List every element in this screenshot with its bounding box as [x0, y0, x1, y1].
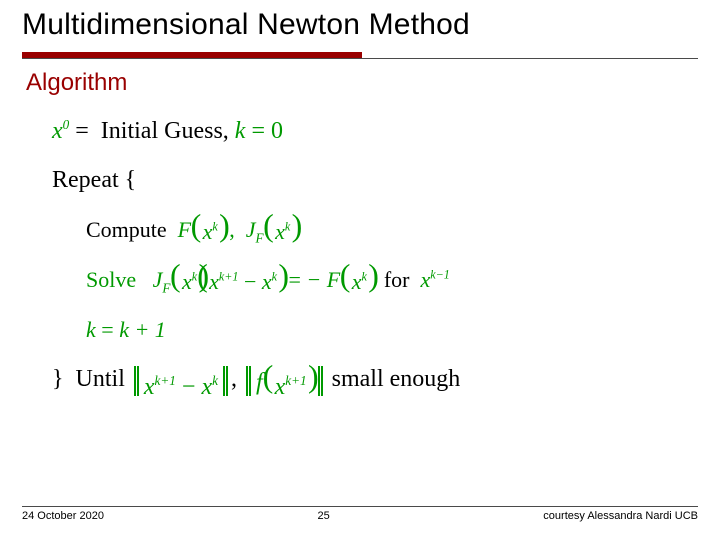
- paren-negF: xk: [346, 265, 373, 299]
- footer-row: 24 October 2020 25 courtesy Alessandra N…: [22, 510, 698, 522]
- loop-body: Compute F xk , JF xk Solve JF xkxk+1 − x…: [86, 213, 698, 347]
- algorithm-body: x0 = Initial Guess, k = 0 Repeat { Compu…: [52, 113, 698, 399]
- k-lhs: k: [86, 317, 96, 342]
- title-rule-thin: [22, 58, 698, 59]
- paren-fxk1: xk+1: [269, 366, 313, 402]
- initial-guess-line: x0 = Initial Guess, k = 0: [52, 113, 698, 150]
- k-sup: k: [212, 220, 217, 234]
- x-var: x: [52, 118, 63, 144]
- x-inside2: x: [275, 219, 285, 244]
- k-sup2: k: [285, 220, 290, 234]
- paren-delta: xk+1 − xk: [203, 265, 283, 299]
- for-label: for: [384, 267, 410, 292]
- page-title: Multidimensional Newton Method: [22, 8, 698, 42]
- increment-line: k = k + 1: [86, 313, 698, 347]
- k-var: k: [235, 118, 246, 144]
- x-inside: x: [203, 219, 213, 244]
- footer-page: 25: [318, 510, 330, 522]
- paren-Fxk: xk: [197, 215, 224, 249]
- footer-rule: [22, 506, 698, 507]
- compute-line: Compute F xk , JF xk: [86, 213, 698, 249]
- negF: − F: [306, 267, 340, 292]
- repeat-label: Repeat {: [52, 162, 698, 199]
- norm-f: f xk+1: [249, 366, 320, 396]
- eq-sign: =: [75, 118, 89, 144]
- J-sym: J: [246, 217, 256, 242]
- until-line: } Until xk+1 − xk , f xk+1 small enough: [52, 361, 698, 398]
- paren-Jxk: xk: [269, 215, 296, 249]
- until-label: Until: [76, 366, 125, 392]
- eq2: =: [289, 267, 301, 292]
- compute-label: Compute: [86, 217, 167, 242]
- subtitle: Algorithm: [26, 69, 698, 97]
- small-enough: small enough: [332, 366, 461, 392]
- slide: Multidimensional Newton Method Algorithm…: [0, 0, 720, 540]
- footer: 24 October 2020 25 courtesy Alessandra N…: [22, 506, 698, 522]
- footer-credit: courtesy Alessandra Nardi UCB: [543, 510, 698, 522]
- F-sym: F: [178, 217, 191, 242]
- k-rhs: k + 1: [119, 317, 166, 342]
- comma: ,: [229, 217, 235, 242]
- until-comma: ,: [231, 366, 237, 392]
- initial-guess-text: Initial Guess,: [101, 118, 229, 144]
- solve-line: Solve JF xkxk+1 − xk = − F xk for xk−1: [86, 263, 698, 299]
- J-sym2: J: [153, 267, 163, 292]
- f-sym: f: [256, 369, 263, 395]
- solve-label: Solve: [86, 267, 136, 292]
- eq3: =: [101, 317, 113, 342]
- k-init: = 0: [251, 118, 283, 144]
- norm-diff: xk+1 − xk: [137, 366, 225, 396]
- x-sup: 0: [63, 117, 70, 132]
- close-brace: }: [52, 366, 64, 392]
- footer-date: 24 October 2020: [22, 510, 104, 522]
